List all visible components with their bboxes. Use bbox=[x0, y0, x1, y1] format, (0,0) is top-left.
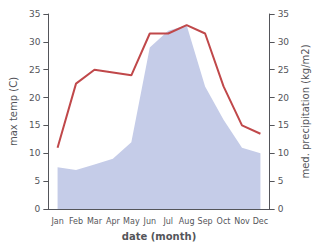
svg-text:May: May bbox=[123, 217, 140, 226]
svg-text:30: 30 bbox=[29, 37, 41, 47]
svg-text:Nov: Nov bbox=[234, 217, 250, 226]
svg-text:Feb: Feb bbox=[69, 217, 83, 226]
svg-text:25: 25 bbox=[278, 65, 289, 75]
svg-text:15: 15 bbox=[278, 120, 289, 130]
svg-text:30: 30 bbox=[278, 37, 290, 47]
svg-text:5: 5 bbox=[35, 176, 41, 186]
svg-text:35: 35 bbox=[278, 9, 289, 19]
svg-text:5: 5 bbox=[278, 176, 284, 186]
svg-text:20: 20 bbox=[278, 93, 290, 103]
svg-text:Dec: Dec bbox=[253, 217, 268, 226]
svg-text:15: 15 bbox=[29, 120, 40, 130]
svg-text:Jan: Jan bbox=[50, 217, 63, 226]
svg-text:25: 25 bbox=[29, 65, 40, 75]
svg-text:date (month): date (month) bbox=[122, 231, 196, 242]
svg-text:10: 10 bbox=[278, 148, 290, 158]
svg-text:Jun: Jun bbox=[143, 217, 157, 226]
svg-text:10: 10 bbox=[29, 148, 41, 158]
svg-text:Mar: Mar bbox=[87, 217, 103, 226]
svg-text:0: 0 bbox=[278, 204, 284, 214]
svg-text:Sep: Sep bbox=[198, 217, 213, 226]
svg-text:med. precipitation (kg/m2): med. precipitation (kg/m2) bbox=[300, 44, 311, 178]
svg-text:Oct: Oct bbox=[217, 217, 231, 226]
svg-text:Jul: Jul bbox=[162, 217, 173, 226]
svg-text:20: 20 bbox=[29, 93, 41, 103]
svg-text:35: 35 bbox=[29, 9, 40, 19]
svg-text:Apr: Apr bbox=[106, 217, 121, 226]
svg-text:max temp (C): max temp (C) bbox=[8, 77, 19, 146]
svg-text:Aug: Aug bbox=[179, 217, 195, 226]
svg-text:0: 0 bbox=[35, 204, 41, 214]
